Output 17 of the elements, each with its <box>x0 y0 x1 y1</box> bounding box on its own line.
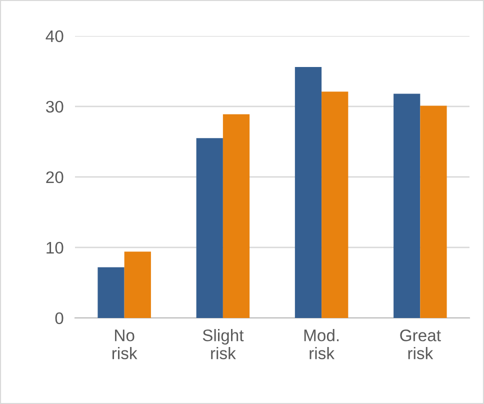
x-tick-label: Mod. risk <box>304 329 339 360</box>
bar <box>98 267 124 318</box>
bar <box>124 252 151 318</box>
bar <box>196 138 223 318</box>
bar <box>294 66 322 318</box>
bar <box>322 92 348 318</box>
y-tick-label: 40 <box>46 30 64 42</box>
y-tick-label: 10 <box>46 242 64 254</box>
y-tick-label: 0 <box>55 312 64 324</box>
bar <box>420 106 447 318</box>
x-tick-label: Great risk <box>400 330 441 360</box>
bar <box>222 114 250 318</box>
x-tick-label: No risk <box>112 330 138 360</box>
bar <box>394 94 420 318</box>
y-tick-label: 30 <box>46 100 64 113</box>
x-tick-label: Slight risk <box>202 329 244 360</box>
y-tick-label: 20 <box>46 171 64 184</box>
